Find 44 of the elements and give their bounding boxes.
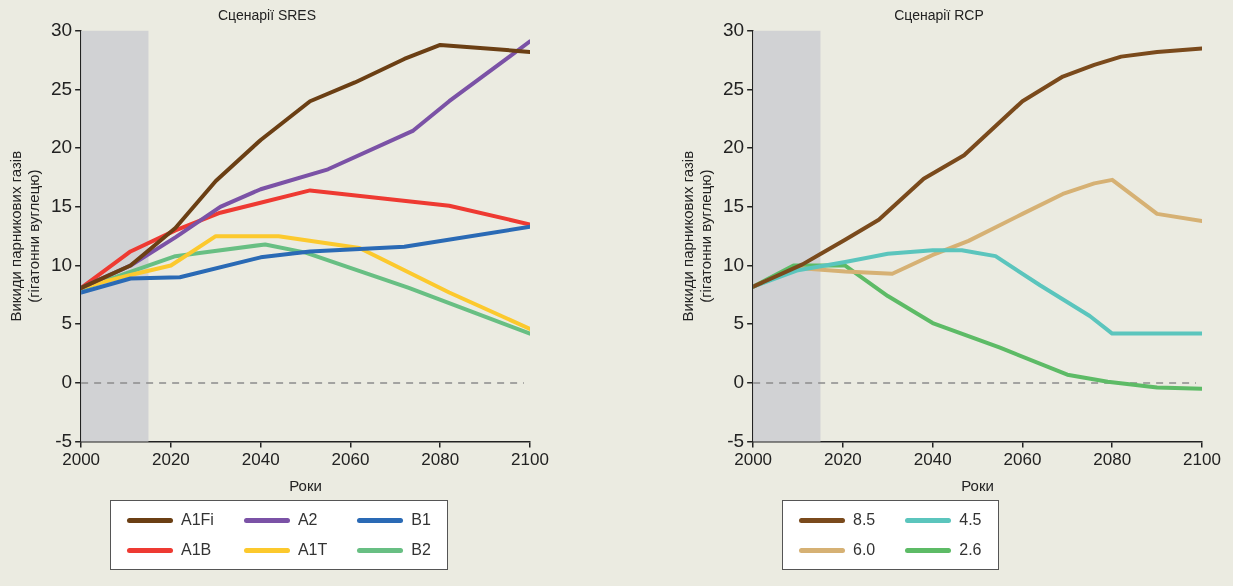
y-tick-label: -5 — [727, 429, 745, 451]
y-tick-label: 20 — [50, 136, 73, 158]
chart-title: Сценарії SRES — [217, 7, 317, 24]
legend-label: 6.0 — [853, 541, 876, 559]
x-tick-label: 2020 — [151, 450, 190, 470]
legend-label: 2.6 — [959, 541, 982, 559]
y-tick-label: 10 — [722, 253, 745, 275]
y-tick-label: 0 — [733, 371, 745, 393]
x-tick-label: 2060 — [1003, 450, 1042, 470]
x-axis-title: Роки — [961, 477, 994, 495]
x-tick-label: 2080 — [421, 450, 460, 470]
x-tick-label: 2100 — [511, 450, 549, 470]
y-tick-label: 5 — [61, 312, 73, 334]
legend-label: 4.5 — [959, 511, 982, 529]
x-tick-label: 2060 — [331, 450, 370, 470]
chart-title: Сценарії RCP — [894, 7, 984, 24]
x-tick-label: 2040 — [241, 450, 280, 470]
legend-label: A1T — [297, 541, 328, 559]
x-tick-label: 2000 — [62, 450, 101, 470]
legend-label: B1 — [411, 511, 431, 529]
y-tick-label: 15 — [722, 195, 745, 217]
legend-label: B2 — [411, 541, 431, 559]
y-tick-label: 25 — [722, 77, 745, 99]
y-tick-label: 0 — [61, 371, 73, 393]
y-axis-title: Викиди парникових газів (гігатонни вуглецю) — [679, 150, 715, 322]
legend-label: A1B — [181, 541, 212, 559]
y-tick-label: 5 — [733, 312, 745, 334]
y-tick-label: 25 — [50, 77, 73, 99]
y-axis-title: Викиди парникових газів (гігатонни вуглецю) — [7, 150, 43, 322]
y-tick-label: 20 — [722, 136, 745, 158]
x-tick-label: 2100 — [1183, 450, 1221, 470]
x-tick-label: 2040 — [913, 450, 952, 470]
legend-label: A1Fi — [181, 511, 214, 529]
legend-label: A2 — [297, 511, 318, 529]
x-tick-label: 2020 — [823, 450, 862, 470]
y-tick-label: 30 — [722, 19, 745, 41]
x-tick-label: 2080 — [1093, 450, 1132, 470]
x-tick-label: 2000 — [734, 450, 773, 470]
legend-label: 8.5 — [853, 511, 876, 529]
y-tick-label: -5 — [55, 429, 73, 451]
y-tick-label: 30 — [50, 19, 73, 41]
x-axis-title: Роки — [289, 477, 322, 495]
y-tick-label: 10 — [50, 253, 73, 275]
y-tick-label: 15 — [50, 195, 73, 217]
